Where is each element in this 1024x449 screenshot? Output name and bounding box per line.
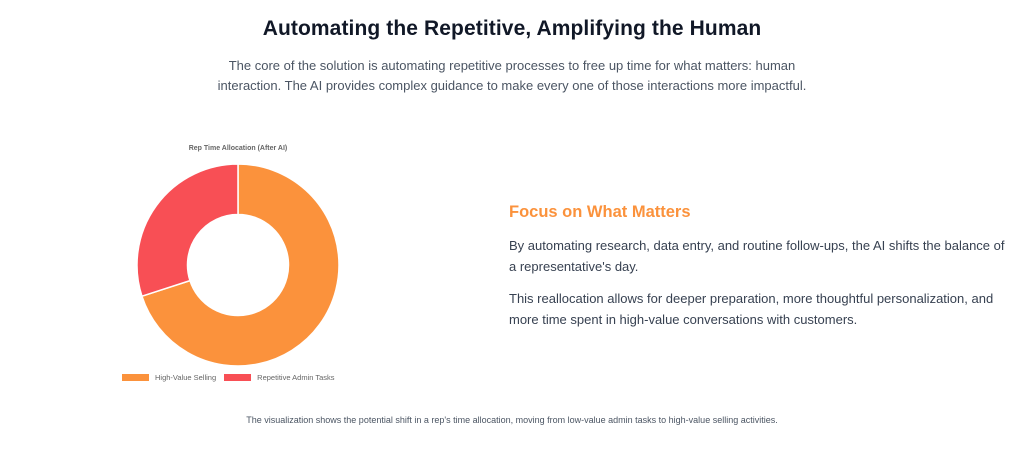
focus-title: Focus on What Matters [509, 203, 691, 221]
legend-label: Repetitive Admin Tasks [257, 373, 335, 382]
donut-slice-repetitive-admin-tasks[interactable] [136, 163, 239, 298]
chart-title: Rep Time Allocation (After AI) [188, 145, 288, 152]
legend-label: High-Value Selling [155, 373, 217, 382]
chart-legend: High-Value Selling Repetitive Admin Task… [122, 373, 343, 382]
donut-slice-high-value-selling[interactable] [140, 163, 340, 367]
time-allocation-chart: Rep Time Allocation (After AI) High-Valu… [100, 140, 376, 390]
legend-swatch-red [224, 374, 252, 381]
focus-paragraph-2: This reallocation allows for deeper prep… [509, 291, 994, 327]
intro-paragraph: The core of the solution is automating r… [217, 58, 807, 93]
focus-section: Focus on What Matters By automating rese… [509, 203, 1009, 341]
chart-caption: The visualization shows the potential sh… [246, 415, 778, 425]
page-title: Automating the Repetitive, Amplifying th… [262, 17, 762, 40]
legend-swatch-orange [122, 374, 149, 381]
legend-item-admin-tasks[interactable]: Repetitive Admin Tasks [224, 373, 335, 382]
focus-paragraph-1: By automating research, data entry, and … [509, 238, 1005, 274]
legend-item-high-value-selling[interactable]: High-Value Selling [122, 373, 216, 382]
donut-chart[interactable] [136, 163, 340, 367]
